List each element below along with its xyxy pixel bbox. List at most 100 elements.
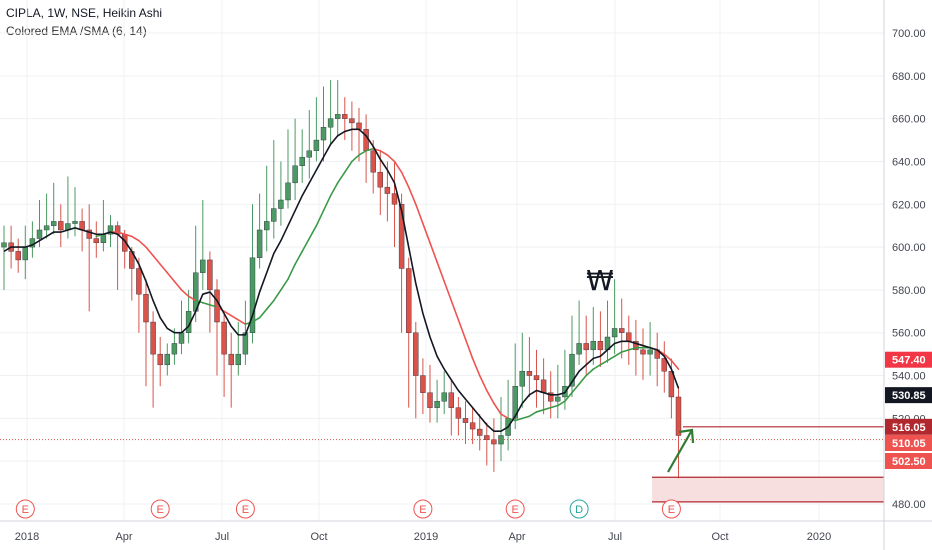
won-symbol-annotation[interactable]: ₩ <box>586 264 614 297</box>
candle-body <box>384 186 391 194</box>
earnings-marker[interactable] <box>661 499 681 519</box>
earnings-marker[interactable] <box>150 499 170 519</box>
target-zone <box>652 477 884 502</box>
candle-body <box>611 328 618 338</box>
sma-segment <box>258 308 268 319</box>
candle-body <box>228 353 234 366</box>
up-arrow-shaft[interactable] <box>667 429 693 473</box>
indicator-legend[interactable]: Colored EMA /SMA (6, 14) <box>6 24 147 38</box>
candle-body <box>58 221 64 231</box>
candle-body <box>406 268 412 333</box>
price-axis[interactable]: 480.00500.00520.00540.00560.00580.00600.… <box>883 0 932 550</box>
sma-segment <box>627 346 637 351</box>
candle-body <box>413 332 419 376</box>
sma-segment <box>180 289 190 298</box>
price-tag[interactable] <box>885 435 932 451</box>
price-tag[interactable] <box>885 418 932 435</box>
sma-segment <box>329 182 339 197</box>
sma-segment <box>365 147 375 152</box>
candle-body <box>1 242 7 248</box>
x-tick-label: 2018 <box>15 531 39 543</box>
sma-segment <box>599 359 609 366</box>
sma-segment <box>514 417 524 422</box>
candle-body <box>491 439 497 445</box>
x-tick-label: Jul <box>215 531 229 543</box>
price-tag[interactable] <box>885 453 932 469</box>
sma-segment <box>251 316 261 323</box>
candle-body <box>548 392 554 402</box>
candle-body <box>271 208 277 222</box>
ema-line <box>3 128 680 433</box>
candle-body <box>207 259 213 291</box>
candle-body <box>576 343 582 355</box>
candle-body <box>143 293 149 323</box>
sma-segment <box>145 246 154 257</box>
candle-body <box>36 229 43 239</box>
earnings-marker[interactable] <box>235 499 255 519</box>
sma-segment <box>287 263 296 281</box>
candle-body <box>540 379 547 393</box>
candle-body <box>136 268 142 295</box>
time-axis[interactable]: 2018 Apr Jul Oct 2019 Apr Jul Oct 2020 <box>0 520 932 543</box>
sma-segment <box>322 194 332 212</box>
candle-body <box>484 435 490 440</box>
x-tick-label: 2020 <box>807 531 831 543</box>
sma-segment <box>429 242 438 263</box>
candle-body <box>626 332 632 342</box>
moving-averages <box>3 128 680 433</box>
sma-segment <box>407 186 417 206</box>
candle-body <box>455 407 462 419</box>
candle-body <box>157 353 163 366</box>
sma-segment <box>123 233 133 238</box>
price-tag[interactable] <box>885 351 932 368</box>
up-arrow-head[interactable] <box>678 428 695 444</box>
sma-segment <box>507 417 517 422</box>
annotations[interactable]: ₩ <box>586 264 695 473</box>
sma-segment <box>578 374 588 385</box>
candle-body <box>256 229 263 258</box>
sma-segment <box>478 374 488 392</box>
candle-body <box>327 118 334 128</box>
candle-body <box>427 392 433 408</box>
candle-body <box>335 114 341 119</box>
sma-segment <box>351 154 360 163</box>
sma-segment <box>606 355 616 362</box>
candle-body <box>370 150 376 173</box>
candle-body <box>264 221 270 231</box>
sma-segment <box>166 271 176 283</box>
candle-body <box>349 118 355 124</box>
price-tag-label: 502.50 <box>892 456 926 468</box>
sma-segment <box>280 278 289 291</box>
candle-body <box>164 353 171 366</box>
earnings-marker[interactable] <box>413 499 433 519</box>
horizontal-levels[interactable] <box>0 426 884 503</box>
sma-segment <box>159 263 169 274</box>
sma-segment <box>138 239 147 248</box>
sma-segment <box>670 359 680 370</box>
sma-segment <box>535 408 545 413</box>
candle-body <box>441 392 447 402</box>
y-tick-label: 540.00 <box>892 371 926 383</box>
price-tag[interactable] <box>885 387 932 404</box>
earnings-marker[interactable] <box>15 499 35 519</box>
candle-body <box>93 238 100 244</box>
sma-segment <box>315 209 325 227</box>
candle-body <box>519 371 525 387</box>
candle-body <box>597 341 604 351</box>
candle-body <box>171 343 178 355</box>
earnings-marker[interactable] <box>505 499 525 519</box>
candle-body <box>398 204 405 269</box>
sma-segment <box>549 404 559 409</box>
sma-segment <box>450 299 460 321</box>
candle-body <box>278 199 284 209</box>
sma-segment <box>613 351 623 358</box>
dividend-marker[interactable] <box>569 499 589 519</box>
chart-title[interactable]: CIPLA, 1W, NSE, Heikin Ashi <box>6 6 163 20</box>
event-label: E <box>668 504 675 516</box>
candle-body <box>462 418 469 423</box>
sma-segment <box>663 353 673 362</box>
sma-segment <box>131 235 140 242</box>
sma-segment <box>202 301 211 306</box>
